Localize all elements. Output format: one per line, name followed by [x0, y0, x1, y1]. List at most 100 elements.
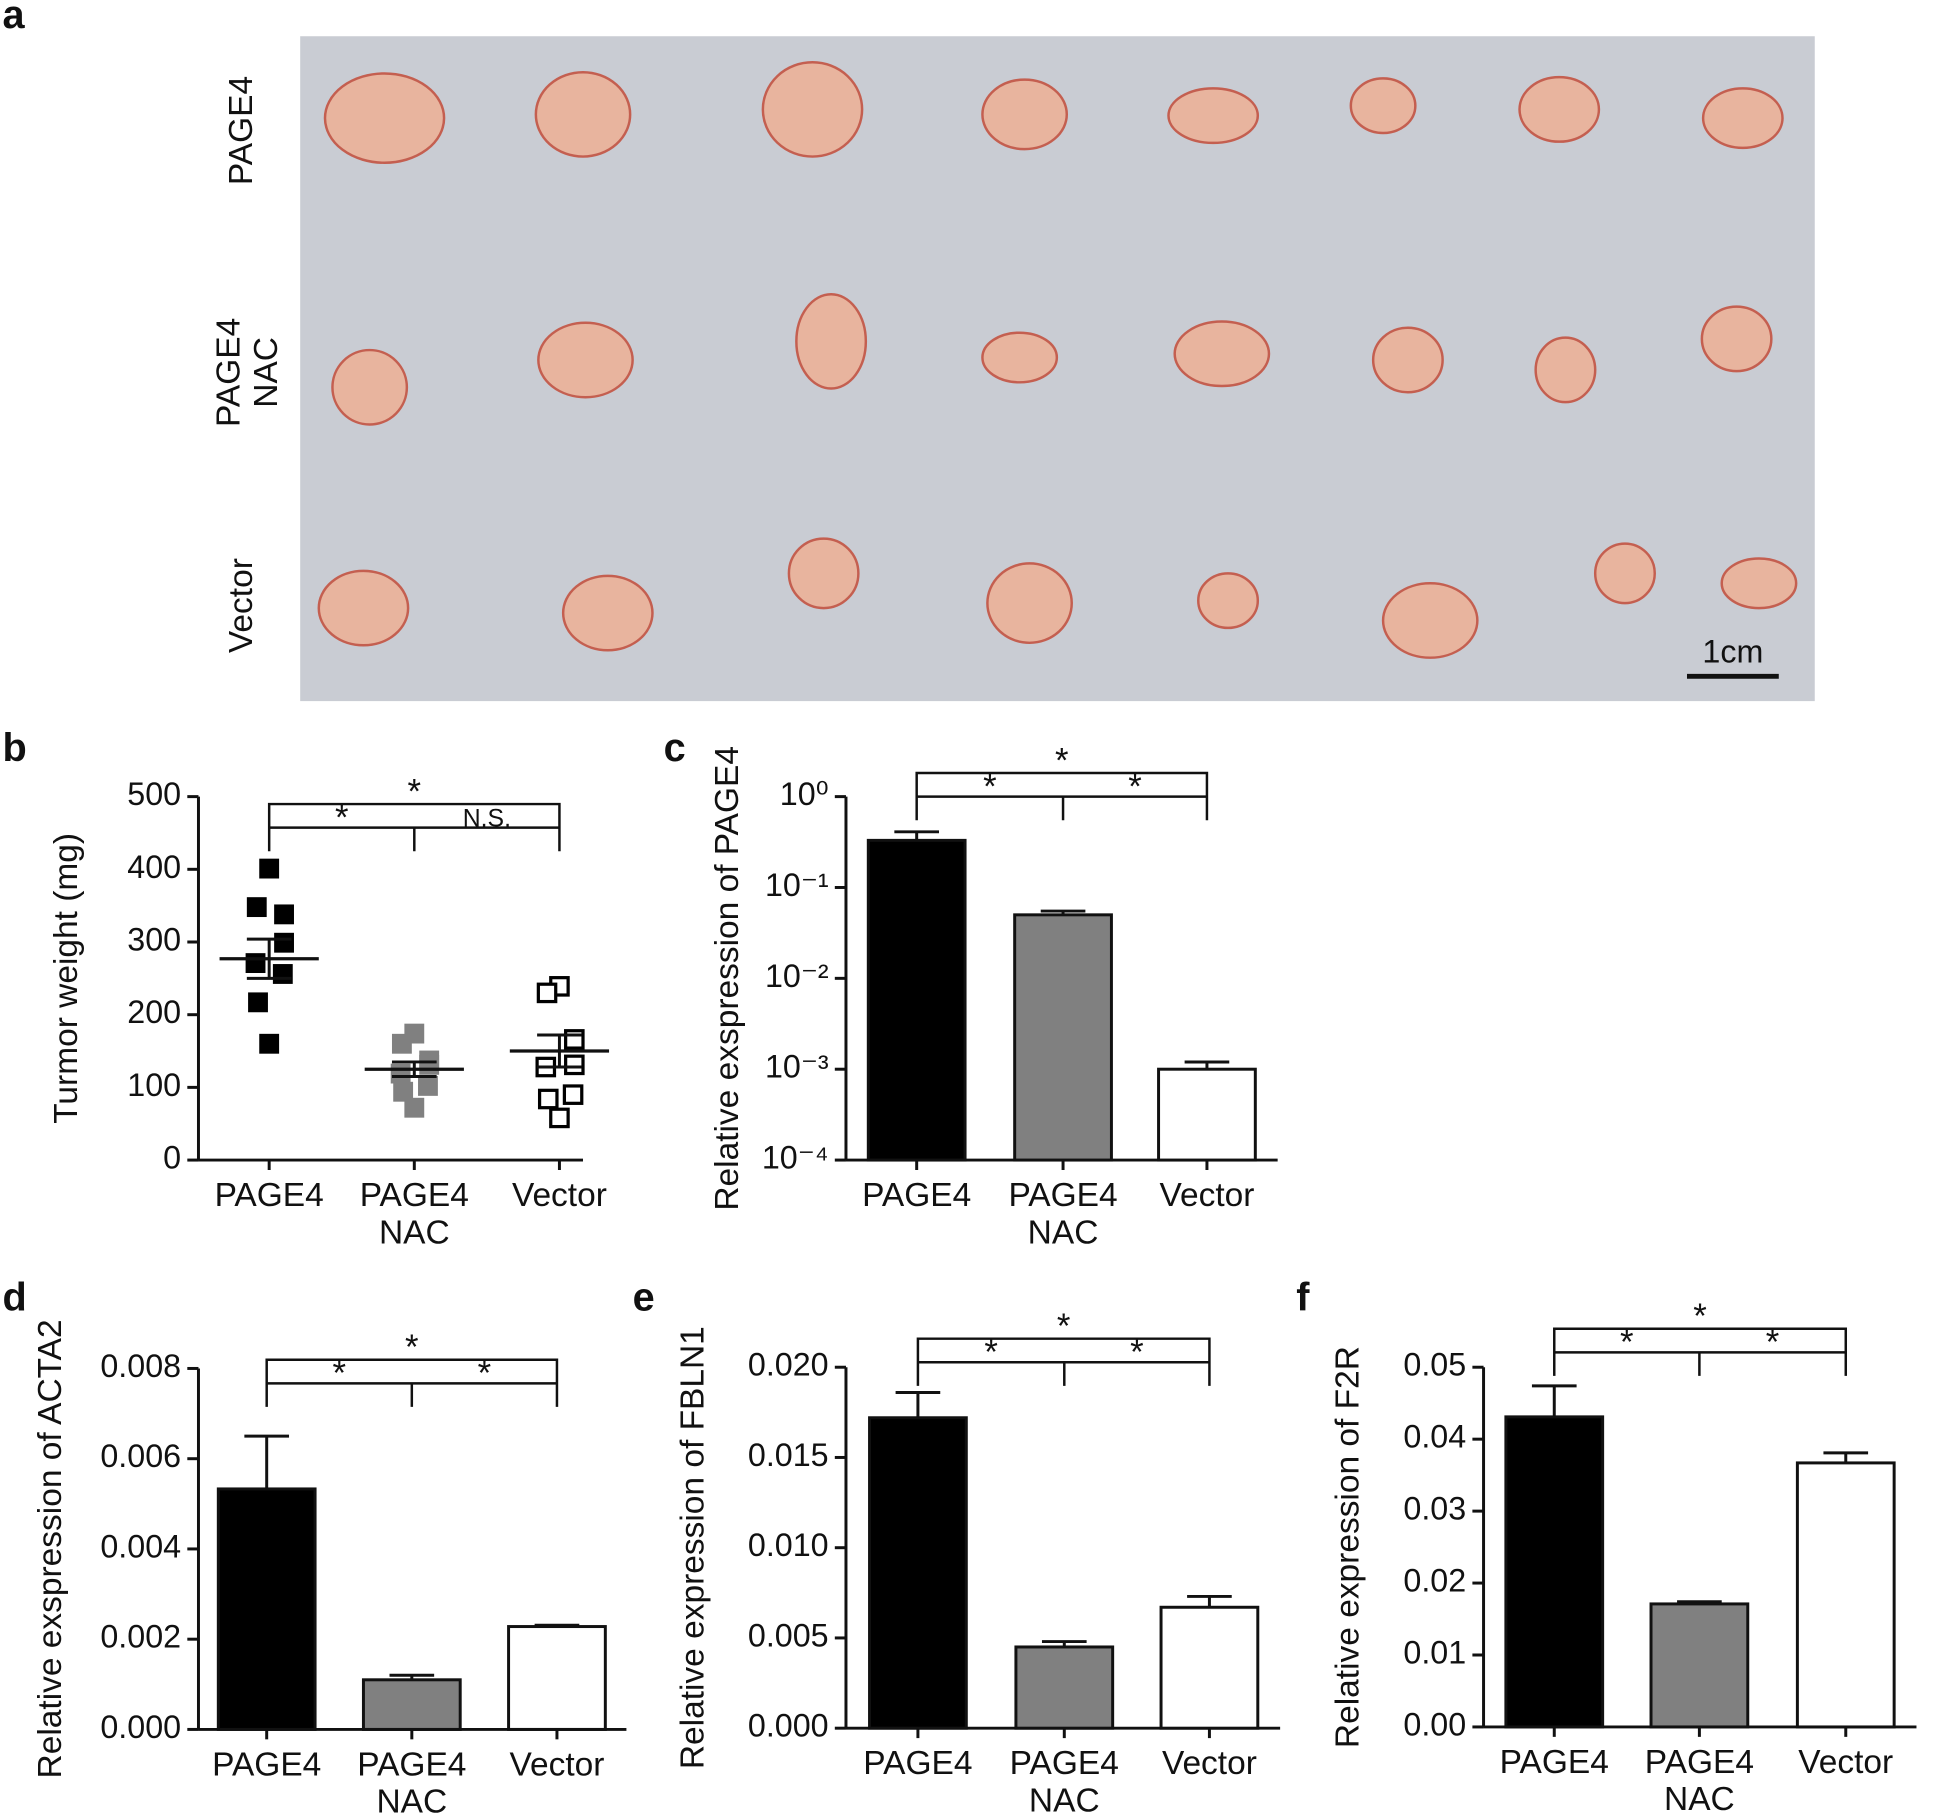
data-point [562, 1084, 584, 1105]
bar [1157, 1067, 1257, 1162]
y-tick-label: 0.05 [1403, 1347, 1466, 1383]
y-tick-label: 100 [127, 1067, 181, 1103]
tumor [1518, 75, 1601, 143]
data-point [537, 1088, 559, 1110]
bar [361, 1678, 462, 1731]
significance-bracket [265, 1358, 559, 1407]
x-tick-label: NAC [379, 1214, 450, 1251]
y-tick-label: 400 [127, 849, 181, 885]
y-tick-label: 0.004 [100, 1528, 181, 1564]
significance-label: * [983, 768, 997, 806]
x-tick-label: NAC [1664, 1781, 1735, 1818]
panel-label: e [633, 1276, 655, 1320]
x-tick-label: PAGE4 [360, 1177, 469, 1214]
panel-label: a [2, 0, 25, 37]
data-point [246, 897, 267, 918]
significance-label: * [1130, 1334, 1144, 1372]
tumor [534, 70, 632, 158]
tumor [1700, 305, 1773, 373]
y-tick-label: 500 [127, 776, 181, 812]
tumor [1349, 77, 1417, 135]
x-tick-label: PAGE4 [212, 1746, 321, 1783]
significance-label: * [984, 1334, 998, 1372]
tumor-photo-content [317, 61, 1798, 659]
y-tick-label: 0.00 [1403, 1706, 1466, 1742]
significance-bracket [916, 1337, 1211, 1386]
tumor [537, 321, 634, 399]
tumor [981, 78, 1069, 151]
tumor [1720, 557, 1798, 610]
y-tick-label: 10⁻¹ [765, 867, 829, 903]
x-tick-label: Vector [512, 1177, 607, 1214]
row-label: PAGE4 [223, 76, 260, 185]
significance-label: * [1766, 1324, 1780, 1362]
y-tick-label: 0.04 [1403, 1419, 1466, 1455]
x-tick-label: Vector [1798, 1744, 1893, 1781]
y-axis-label: Turmor weight (mg) [48, 833, 85, 1124]
panel-label: d [2, 1276, 26, 1320]
data-point [248, 992, 268, 1013]
tumor [1197, 572, 1260, 630]
x-tick-label: Vector [1162, 1745, 1257, 1782]
x-tick-label: Vector [509, 1746, 604, 1783]
x-tick-label: PAGE4 [357, 1746, 466, 1783]
y-tick-label: 0.008 [100, 1348, 181, 1384]
y-tick-label: 0.010 [748, 1527, 829, 1563]
significance-label: * [1055, 742, 1069, 780]
bar [1014, 1645, 1115, 1730]
tumor [331, 348, 409, 426]
significance-label: * [335, 799, 349, 837]
tumor [986, 562, 1073, 645]
tumor [1167, 87, 1260, 145]
data-point [564, 1029, 585, 1050]
y-axis-label: Relative exspression of ACTA2 [32, 1319, 69, 1778]
significance-label: * [408, 773, 422, 811]
x-tick-label: PAGE4 [1645, 1744, 1754, 1781]
tumor [787, 537, 860, 610]
bar [1159, 1605, 1260, 1730]
row-label: Vector [223, 558, 260, 653]
tumor [1534, 336, 1597, 404]
sem-bar [537, 1033, 582, 1069]
y-tick-label: 0.03 [1403, 1491, 1466, 1527]
sem-bar [391, 1060, 437, 1078]
panel-label: f [1296, 1276, 1310, 1320]
y-tick-label: 0.006 [100, 1438, 181, 1474]
y-tick-label: 0.000 [748, 1708, 829, 1744]
significance-label: * [1057, 1308, 1071, 1346]
data-point [274, 932, 294, 953]
tumor [323, 72, 446, 164]
significance-label: N.S. [463, 806, 511, 833]
y-tick-label: 200 [127, 994, 181, 1030]
y-tick-label: 300 [127, 922, 181, 958]
data-point [419, 1054, 440, 1075]
y-tick-label: 0.01 [1403, 1635, 1466, 1671]
bar [866, 838, 967, 1162]
tumor [1371, 326, 1444, 394]
significance-label: * [1128, 768, 1142, 806]
bar [1795, 1461, 1896, 1729]
data-point [245, 953, 266, 974]
y-axis-label: Relative exspression of PAGE4 [709, 746, 746, 1211]
y-tick-label: 0.002 [100, 1619, 181, 1655]
significance-label: * [1620, 1324, 1634, 1362]
bar [1649, 1602, 1750, 1729]
bar [1013, 913, 1113, 1162]
significance-label: * [478, 1355, 492, 1393]
significance-label: * [1693, 1298, 1707, 1336]
significance-bracket [1553, 1327, 1848, 1376]
x-tick-label: NAC [1028, 1214, 1099, 1251]
x-tick-label: PAGE4 [862, 1177, 971, 1214]
data-point [391, 1033, 412, 1054]
row-label: PAGE4 [211, 318, 248, 427]
data-point [272, 964, 293, 984]
data-point [418, 1076, 438, 1096]
panel-label: b [2, 726, 26, 770]
tumor [1593, 542, 1656, 605]
x-tick-label: NAC [376, 1784, 447, 1819]
y-tick-label: 10⁻³ [765, 1049, 829, 1085]
data-point [259, 858, 280, 879]
tumor [1701, 87, 1784, 150]
significance-bracket [915, 771, 1209, 821]
